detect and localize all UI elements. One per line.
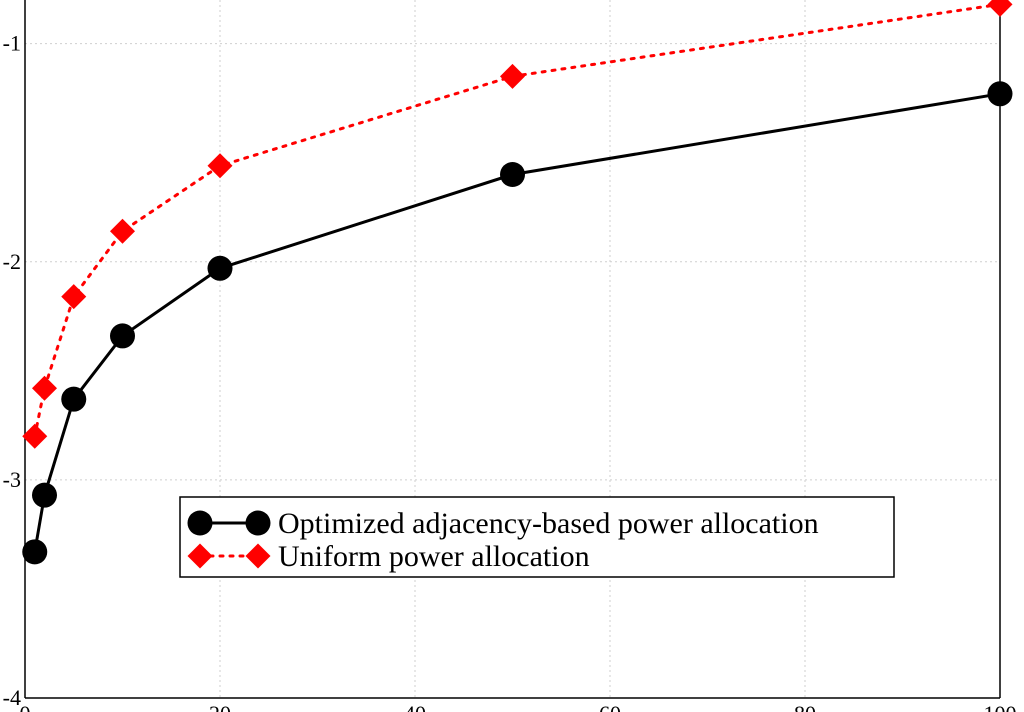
y-tick-label: -3 <box>3 467 21 492</box>
legend-marker-circle <box>245 510 271 536</box>
data-point-diamond <box>207 153 233 179</box>
series-layer <box>22 0 1013 565</box>
legend-marker-diamond <box>245 543 271 569</box>
y-tick-label: -1 <box>3 31 21 56</box>
x-tick-label: 40 <box>404 701 426 712</box>
data-point-diamond <box>22 423 48 449</box>
axes <box>24 0 1001 699</box>
legend-label: Uniform power allocation <box>278 540 590 573</box>
legend-marker-diamond <box>187 543 213 569</box>
data-point-diamond <box>110 218 135 244</box>
data-point-circle <box>987 81 1013 107</box>
data-point-circle <box>110 323 135 349</box>
y-tick-label: -2 <box>3 249 21 274</box>
y-tick-label: -4 <box>3 685 21 710</box>
x-tick-label: 0 <box>20 701 31 712</box>
legend-entry-1: Optimized adjacency-based power allocati… <box>187 507 819 540</box>
data-point-diamond <box>500 63 525 89</box>
data-point-diamond <box>61 284 87 310</box>
data-point-diamond <box>32 375 57 401</box>
x-tick-label: 100 <box>984 701 1017 712</box>
x-tick-label: 80 <box>794 701 816 712</box>
x-tick-label: 20 <box>209 701 231 712</box>
data-point-circle <box>61 386 87 412</box>
series-2 <box>22 0 1013 449</box>
data-point-circle <box>22 539 48 565</box>
plot-background <box>25 0 1010 698</box>
data-point-circle <box>500 162 525 187</box>
data-point-diamond <box>987 0 1013 17</box>
x-tick-label: 60 <box>599 701 621 712</box>
tick-labels: -4 -3 -2 -1 0 20 40 60 80 100 <box>3 31 1017 712</box>
legend-label: Optimized adjacency-based power allocati… <box>278 507 819 540</box>
legend-entry-2: Uniform power allocation <box>187 540 590 573</box>
legend: Optimized adjacency-based power allocati… <box>179 496 895 578</box>
legend-marker-circle <box>187 510 213 536</box>
data-point-circle <box>207 255 233 281</box>
data-point-circle <box>32 482 57 508</box>
series-1 <box>22 81 1013 565</box>
legend-box <box>179 496 895 578</box>
